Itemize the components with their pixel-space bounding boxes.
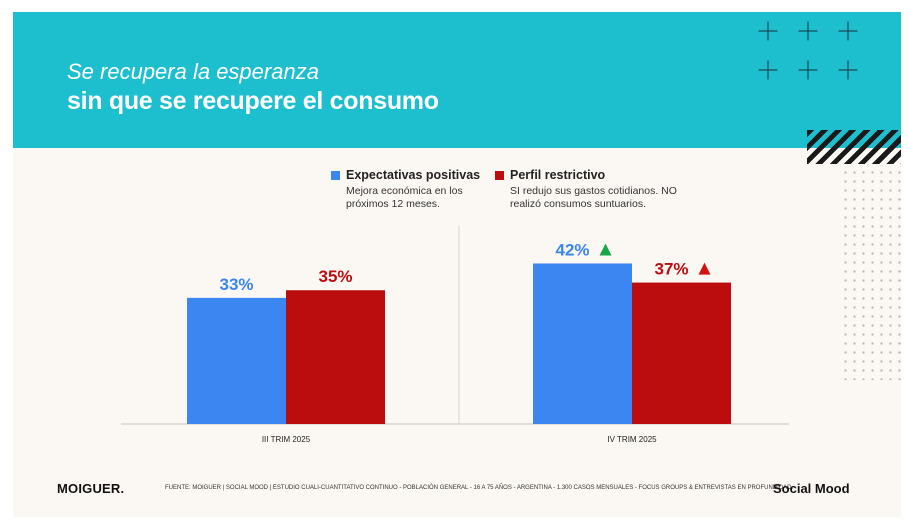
bar: [533, 263, 632, 424]
legend-swatch-red: [495, 170, 504, 180]
trend-up-icon: [599, 243, 612, 256]
source-note: FUENTE: MOIGUER | SOCIAL MOOD | ESTUDIO …: [165, 485, 794, 491]
bar: [286, 290, 385, 424]
legend-description: SI redujo sus gastos cotidianos. NO real…: [510, 185, 677, 210]
slide: Se recupera la esperanza sin que se recu…: [13, 12, 901, 517]
legend-item-restrictivo: Perfil restrictivo SI redujo sus gastos …: [495, 168, 680, 211]
category-label: IV TRIM 2025: [607, 435, 657, 444]
header-banner: Se recupera la esperanza sin que se recu…: [13, 12, 901, 148]
bar-chart: 33% 35% III TRIM 2025 42% 37% IV TRIM 2025: [121, 226, 789, 444]
moiguer-logo: MOIGUER.: [57, 481, 125, 496]
title-line-2: sin que se recupere el consumo: [67, 87, 439, 115]
legend-item-expectativas: Expectativas positivas Mejora económica …: [331, 168, 496, 211]
trend-up-icon: [698, 262, 711, 275]
data-label: 37%: [654, 260, 688, 279]
dots-decoration: [841, 168, 901, 380]
category-label: III TRIM 2025: [262, 435, 311, 444]
title-line-1: Se recupera la esperanza: [67, 59, 319, 84]
legend-description: Mejora económica en los próximos 12 mese…: [346, 185, 463, 210]
crosses-decoration: [758, 21, 858, 80]
bar: [632, 282, 731, 424]
legend-label: Perfil restrictivo: [510, 168, 606, 182]
data-label: 35%: [318, 267, 352, 286]
legend-swatch-blue: [331, 170, 340, 180]
stripes-decoration: [807, 130, 901, 164]
social-mood-brand: Social Mood: [773, 481, 850, 496]
legend-label: Expectativas positivas: [346, 168, 481, 182]
data-label: 33%: [219, 275, 253, 294]
bar: [187, 297, 286, 424]
data-label: 42%: [555, 240, 589, 259]
